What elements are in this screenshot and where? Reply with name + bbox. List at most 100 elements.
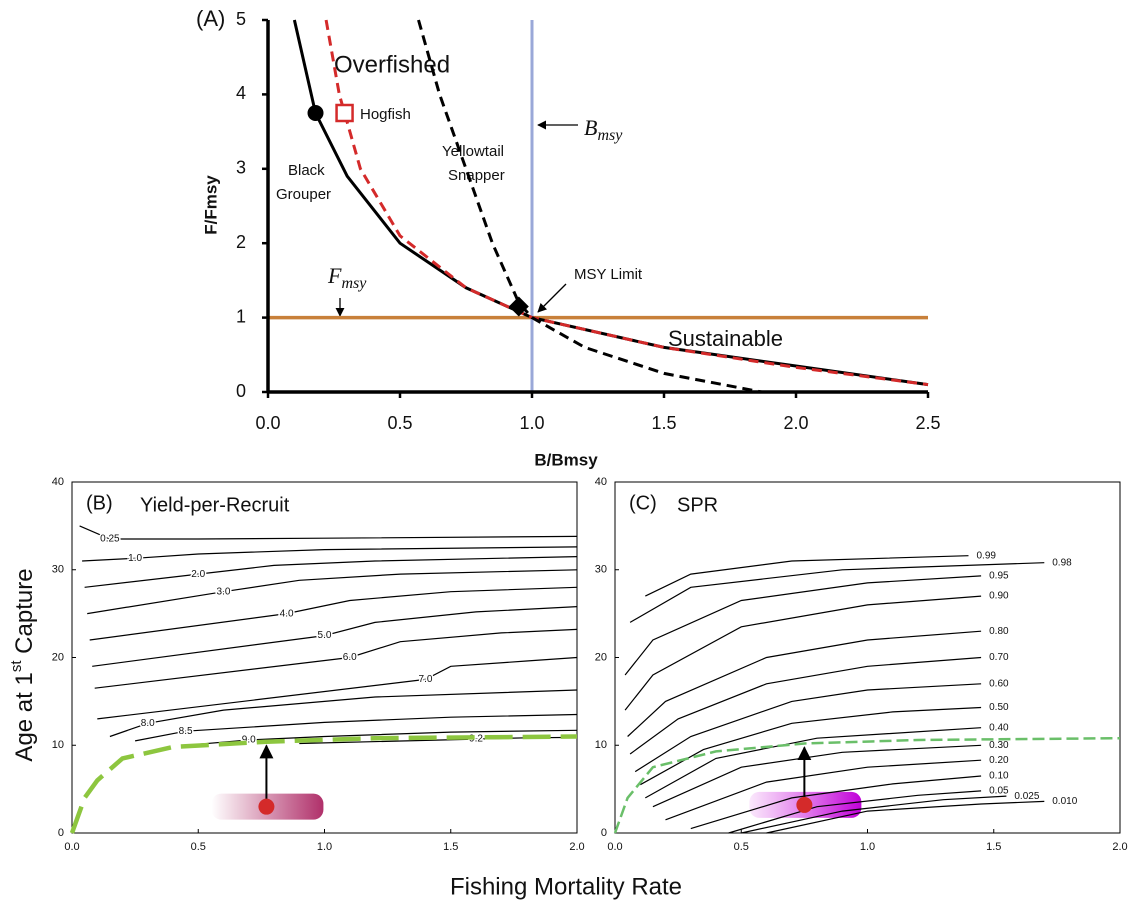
- contour-label: 0.40: [989, 722, 1009, 733]
- contour-label: 3.0: [217, 586, 231, 597]
- contour-line: [645, 727, 982, 799]
- y-label-part: Capture: [11, 568, 38, 660]
- contour-label: 0.010: [1052, 796, 1077, 807]
- y-tick-label: 30: [595, 564, 607, 576]
- contour-line: [766, 800, 1045, 834]
- contour-line: [690, 775, 982, 830]
- contour-line: [741, 795, 1007, 834]
- x-tick-label: 1.5: [986, 841, 1001, 853]
- plot-frame: [71, 481, 578, 834]
- plot-frame: [614, 481, 1121, 834]
- x-tick-label: 0.5: [734, 841, 749, 853]
- contour-line: [94, 628, 578, 689]
- contour-line: [645, 555, 969, 597]
- series-line: [417, 19, 762, 394]
- contour-line: [624, 575, 982, 676]
- contour-label: 0.98: [1052, 557, 1072, 568]
- contour-line: [97, 656, 578, 720]
- contour-label: 8.0: [141, 718, 155, 729]
- panel-label: (A): [196, 6, 225, 31]
- contour-line: [79, 525, 578, 540]
- contour-line: [665, 759, 982, 821]
- panel-title: Yield-per-Recruit: [140, 494, 290, 516]
- contour-line: [92, 606, 578, 667]
- contour-line: [629, 656, 982, 755]
- contour-line: [629, 562, 1045, 623]
- y-tick-label: 5: [236, 9, 246, 29]
- optimum-line: [69, 734, 578, 834]
- annotation-sub: msy: [597, 127, 623, 144]
- contour-line: [627, 630, 982, 737]
- contour-line: [109, 689, 578, 738]
- contour-label: 0.30: [989, 740, 1009, 751]
- contour-label: 7.0: [419, 674, 433, 685]
- x-tick-label: 1.5: [651, 413, 676, 433]
- annotation: Black: [288, 162, 325, 179]
- y-tick-label: 0: [58, 827, 64, 839]
- annotation: Bmsy: [584, 115, 623, 144]
- contour-line: [634, 683, 982, 773]
- contour-label: 0.95: [989, 571, 1009, 582]
- y-tick-label: 40: [52, 476, 64, 488]
- x-tick-label: 2.0: [1112, 841, 1127, 853]
- contour-line: [87, 569, 578, 615]
- marker: [508, 296, 529, 317]
- contour-label: 0.99: [977, 550, 997, 561]
- annotation-main: F: [327, 263, 342, 288]
- contour-label: 6.0: [343, 652, 357, 663]
- x-axis-label: Fishing Mortality Rate: [450, 873, 682, 900]
- y-tick-label: 20: [595, 651, 607, 663]
- x-tick-label: 0.0: [255, 413, 280, 433]
- contour-label: 0.10: [989, 771, 1009, 782]
- contour-label: 0.70: [989, 652, 1009, 663]
- contour-label: 4.0: [280, 608, 294, 619]
- x-tick-label: 2.0: [569, 841, 584, 853]
- panel-title: SPR: [677, 494, 718, 516]
- contour-label: 0.60: [989, 678, 1009, 689]
- contour-label: 0.90: [989, 591, 1009, 602]
- x-tick-label: 1.0: [317, 841, 332, 853]
- contour-label: 0.025: [1014, 791, 1039, 802]
- contour-label: 2.0: [191, 569, 205, 580]
- y-label-part: Age at 1: [11, 672, 38, 761]
- annotation: Snapper: [448, 167, 505, 184]
- contour-label: 8.5: [179, 726, 193, 737]
- contour-label: 5.0: [318, 630, 332, 641]
- contour-line: [84, 556, 578, 588]
- contour-label: 1.0: [128, 553, 142, 564]
- y-tick-label: 0: [236, 381, 246, 401]
- contour-line: [89, 586, 578, 641]
- contour-label: 0.50: [989, 702, 1009, 713]
- annotation: Fmsy: [327, 263, 367, 292]
- y-tick-label: 30: [52, 564, 64, 576]
- y-tick-label: 3: [236, 158, 246, 178]
- annotation: Grouper: [276, 186, 331, 203]
- optimum-line: [613, 736, 1121, 834]
- annotation: Sustainable: [668, 326, 783, 351]
- x-tick-label: 1.5: [443, 841, 458, 853]
- annotation: Overfished: [334, 51, 450, 78]
- annotation-main: B: [584, 115, 597, 140]
- marker: [258, 798, 275, 815]
- x-tick-label: 0.0: [64, 841, 79, 853]
- annotation: MSY Limit: [574, 266, 643, 283]
- x-tick-label: 1.0: [519, 413, 544, 433]
- panel-label: (C): [629, 492, 657, 514]
- x-tick-label: 2.0: [783, 413, 808, 433]
- panel-label: (B): [86, 492, 113, 514]
- y-label-sup: st: [8, 660, 25, 673]
- marker: [307, 105, 324, 121]
- x-tick-label: 0.5: [387, 413, 412, 433]
- y-tick-label: 10: [52, 739, 64, 751]
- y-tick-label: 40: [595, 476, 607, 488]
- pointer-arrow: [537, 283, 567, 313]
- y-tick-label: 10: [595, 739, 607, 751]
- contour-line: [134, 713, 578, 742]
- contour-label: 0.25: [100, 534, 120, 545]
- y-tick-label: 2: [236, 232, 246, 252]
- y-axis-label: F/Fmsy: [201, 175, 220, 235]
- marker: [796, 796, 813, 813]
- y-tick-label: 20: [52, 651, 64, 663]
